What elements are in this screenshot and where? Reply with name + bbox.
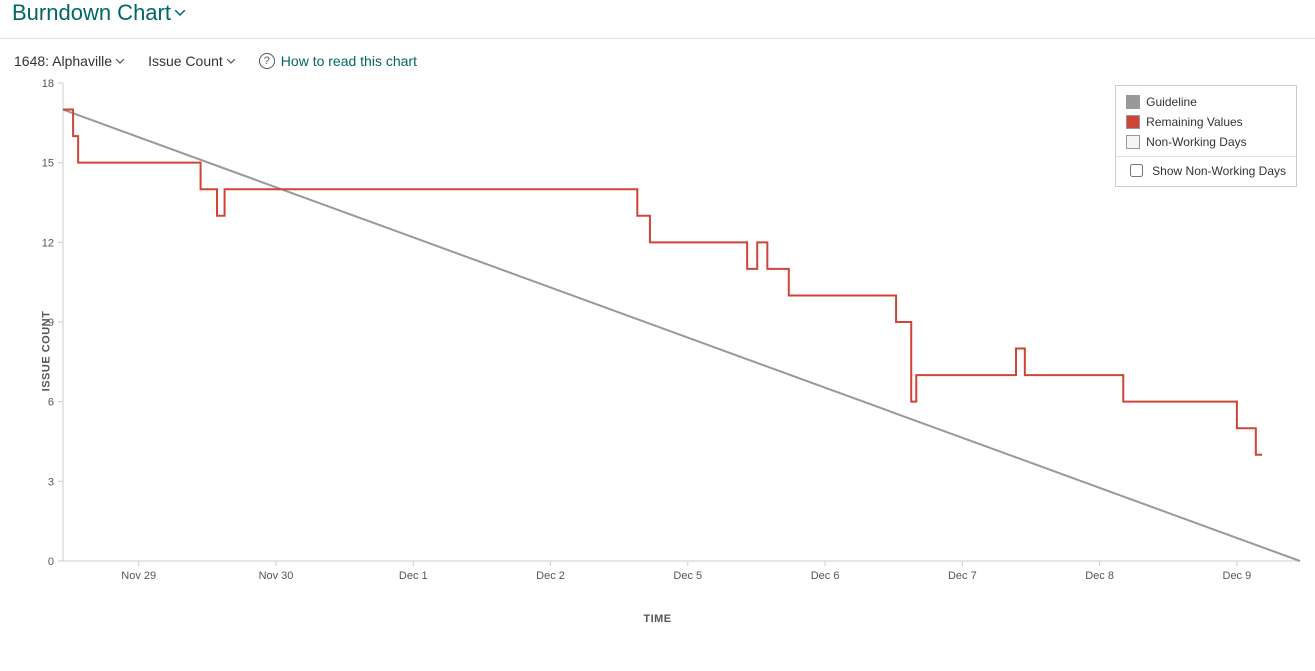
help-icon: ? (259, 53, 275, 69)
svg-text:12: 12 (42, 237, 54, 249)
legend-item: Guideline (1126, 92, 1286, 112)
burndown-chart: 0369121518Nov 29Nov 30Dec 1Dec 2Dec 5Dec… (0, 71, 1315, 631)
chevron-down-icon (227, 59, 235, 64)
chart-legend: Guideline Remaining Values Non-Working Day… (1115, 85, 1297, 187)
legend-swatch (1126, 95, 1140, 109)
legend-label: Non-Working Days (1146, 135, 1246, 149)
page-header: Burndown Chart (0, 0, 1315, 39)
sprint-selector-label: 1648: Alphaville (14, 53, 112, 69)
svg-text:0: 0 (48, 556, 54, 568)
legend-label: Guideline (1146, 95, 1197, 109)
svg-text:18: 18 (42, 78, 54, 90)
sprint-selector[interactable]: 1648: Alphaville (14, 53, 124, 69)
svg-text:Dec 2: Dec 2 (536, 570, 565, 582)
svg-text:3: 3 (48, 476, 54, 488)
help-link[interactable]: ? How to read this chart (259, 53, 417, 69)
nonworking-toggle[interactable]: Show Non-Working Days (1126, 161, 1286, 180)
chart-controls: 1648: Alphaville Issue Count ? How to re… (0, 39, 1315, 71)
page-title-dropdown[interactable]: Burndown Chart (12, 0, 185, 26)
y-axis-label: ISSUE COUNT (40, 311, 52, 392)
legend-item: Non-Working Days (1126, 132, 1286, 152)
help-link-text: How to read this chart (281, 53, 417, 69)
nonworking-toggle-label: Show Non-Working Days (1152, 164, 1286, 178)
x-axis-label: TIME (643, 613, 671, 625)
metric-selector[interactable]: Issue Count (148, 53, 235, 69)
svg-text:Dec 8: Dec 8 (1085, 570, 1114, 582)
svg-text:Nov 29: Nov 29 (121, 570, 156, 582)
nonworking-checkbox[interactable] (1130, 164, 1143, 177)
svg-text:Dec 1: Dec 1 (399, 570, 428, 582)
metric-selector-label: Issue Count (148, 53, 223, 69)
page-title-text: Burndown Chart (12, 0, 171, 26)
legend-swatch (1126, 115, 1140, 129)
svg-text:6: 6 (48, 397, 54, 409)
svg-text:Dec 9: Dec 9 (1223, 570, 1252, 582)
svg-text:Dec 7: Dec 7 (948, 570, 977, 582)
svg-text:15: 15 (42, 158, 54, 170)
svg-text:Nov 30: Nov 30 (259, 570, 294, 582)
chevron-down-icon (175, 10, 185, 16)
svg-text:Dec 6: Dec 6 (811, 570, 840, 582)
legend-swatch (1126, 135, 1140, 149)
legend-label: Remaining Values (1146, 115, 1243, 129)
chevron-down-icon (116, 59, 124, 64)
legend-item: Remaining Values (1126, 112, 1286, 132)
svg-text:Dec 5: Dec 5 (673, 570, 702, 582)
